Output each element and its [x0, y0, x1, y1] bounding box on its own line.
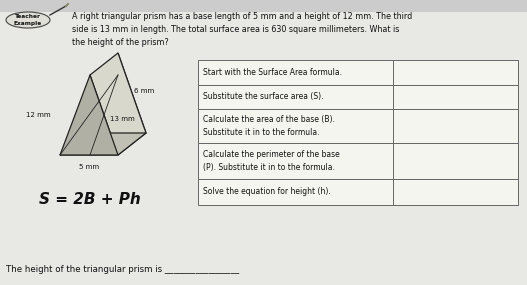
Text: 5 mm: 5 mm [79, 164, 99, 170]
Text: Calculate the perimeter of the base
(P). Substitute it in to the formula.: Calculate the perimeter of the base (P).… [203, 150, 340, 172]
Text: 13 mm: 13 mm [110, 116, 135, 122]
Text: Start with the Surface Area formula.: Start with the Surface Area formula. [203, 68, 342, 77]
FancyBboxPatch shape [0, 0, 527, 12]
Text: Example: Example [14, 21, 42, 26]
Text: A right triangular prism has a base length of 5 mm and a height of 12 mm. The th: A right triangular prism has a base leng… [72, 12, 412, 47]
Text: The height of the triangular prism is _________________: The height of the triangular prism is __… [6, 266, 239, 274]
FancyBboxPatch shape [198, 60, 518, 85]
Text: 12 mm: 12 mm [26, 112, 50, 118]
Text: Solve the equation for height (h).: Solve the equation for height (h). [203, 188, 331, 196]
FancyBboxPatch shape [198, 143, 518, 179]
Text: Teacher: Teacher [15, 14, 41, 19]
Polygon shape [60, 75, 118, 155]
FancyBboxPatch shape [198, 85, 518, 109]
Text: S = 2B + Ph: S = 2B + Ph [39, 192, 141, 207]
Ellipse shape [6, 12, 50, 28]
Text: Substitute the surface area (S).: Substitute the surface area (S). [203, 93, 324, 101]
Text: 6 mm: 6 mm [134, 88, 154, 94]
FancyBboxPatch shape [198, 109, 518, 143]
FancyBboxPatch shape [198, 179, 518, 205]
Polygon shape [60, 133, 146, 155]
Polygon shape [88, 53, 146, 133]
Text: Calculate the area of the base (B).
Substitute it in to the formula.: Calculate the area of the base (B). Subs… [203, 115, 335, 137]
Polygon shape [90, 53, 146, 155]
